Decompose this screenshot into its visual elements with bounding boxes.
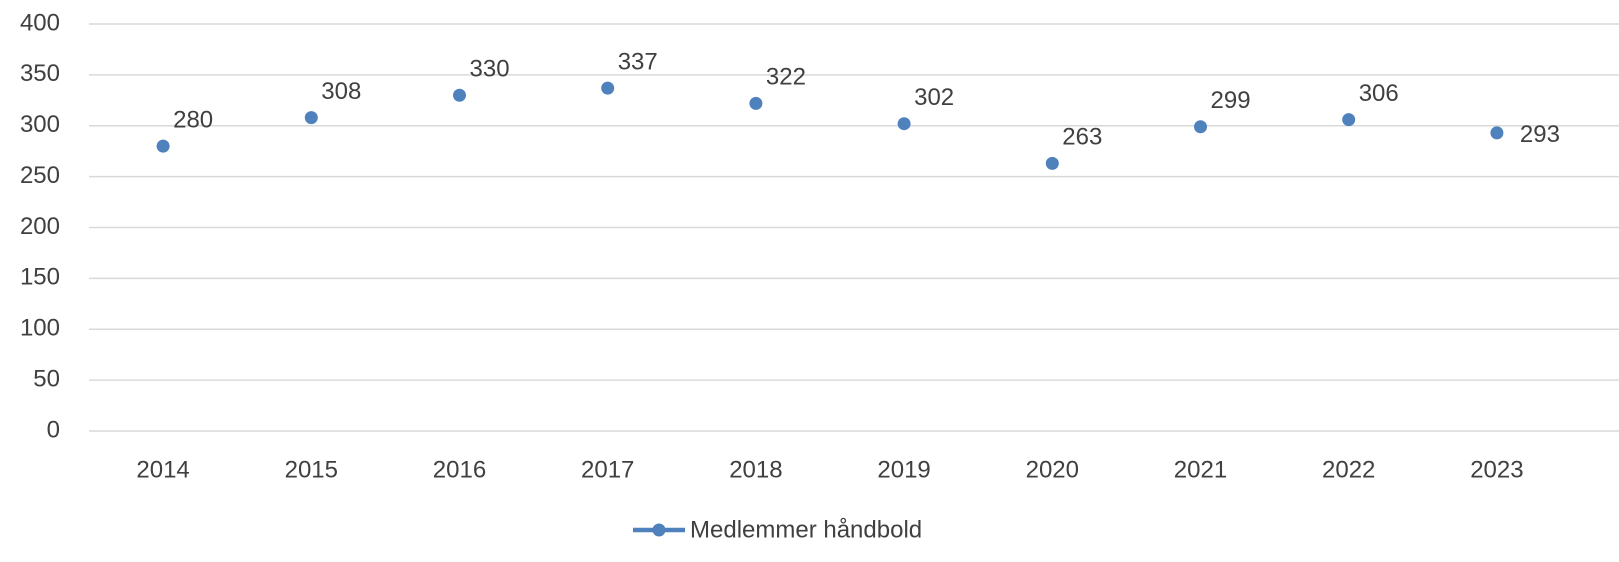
x-tick-label: 2023 [1470,456,1523,483]
legend: Medlemmer håndbold [633,516,922,543]
data-label: 302 [914,84,954,111]
y-tick-label: 50 [33,365,60,392]
marker [1342,113,1356,127]
data-label: 280 [173,106,213,133]
y-tick-label: 250 [20,162,60,189]
data-label: 322 [766,64,806,91]
x-tick-label: 2015 [285,456,338,483]
marker [1194,120,1207,134]
x-tick-label: 2021 [1174,456,1227,483]
y-tick-label: 100 [20,315,60,342]
y-tick-label: 0 [47,416,60,443]
data-label: 330 [470,56,510,83]
y-tick-label: 300 [20,111,60,138]
legend-marker [652,523,666,537]
x-tick-label: 2020 [1026,456,1079,483]
marker [453,88,466,102]
data-label: 293 [1520,121,1560,148]
y-tick-label: 150 [20,264,60,291]
x-tick-label: 2016 [433,456,486,483]
x-tick-label: 2022 [1322,456,1375,483]
data-label: 306 [1359,80,1399,107]
data-label: 263 [1062,124,1102,151]
marker [897,117,911,131]
marker [156,139,170,153]
marker [749,96,763,110]
data-label: 299 [1211,87,1251,114]
legend-label: Medlemmer håndbold [690,516,922,543]
marker [1490,126,1504,140]
x-tick-label: 2019 [877,456,930,483]
x-tick-label: 2014 [136,456,189,483]
data-label: 337 [618,48,658,75]
x-tick-label: 2018 [729,456,782,483]
marker [601,81,615,95]
marker [1045,156,1059,170]
marker [304,111,318,125]
data-label: 308 [321,78,361,105]
x-tick-label: 2017 [581,456,634,483]
y-tick-label: 200 [20,213,60,240]
y-tick-label: 350 [20,60,60,87]
y-tick-label: 400 [20,9,60,36]
